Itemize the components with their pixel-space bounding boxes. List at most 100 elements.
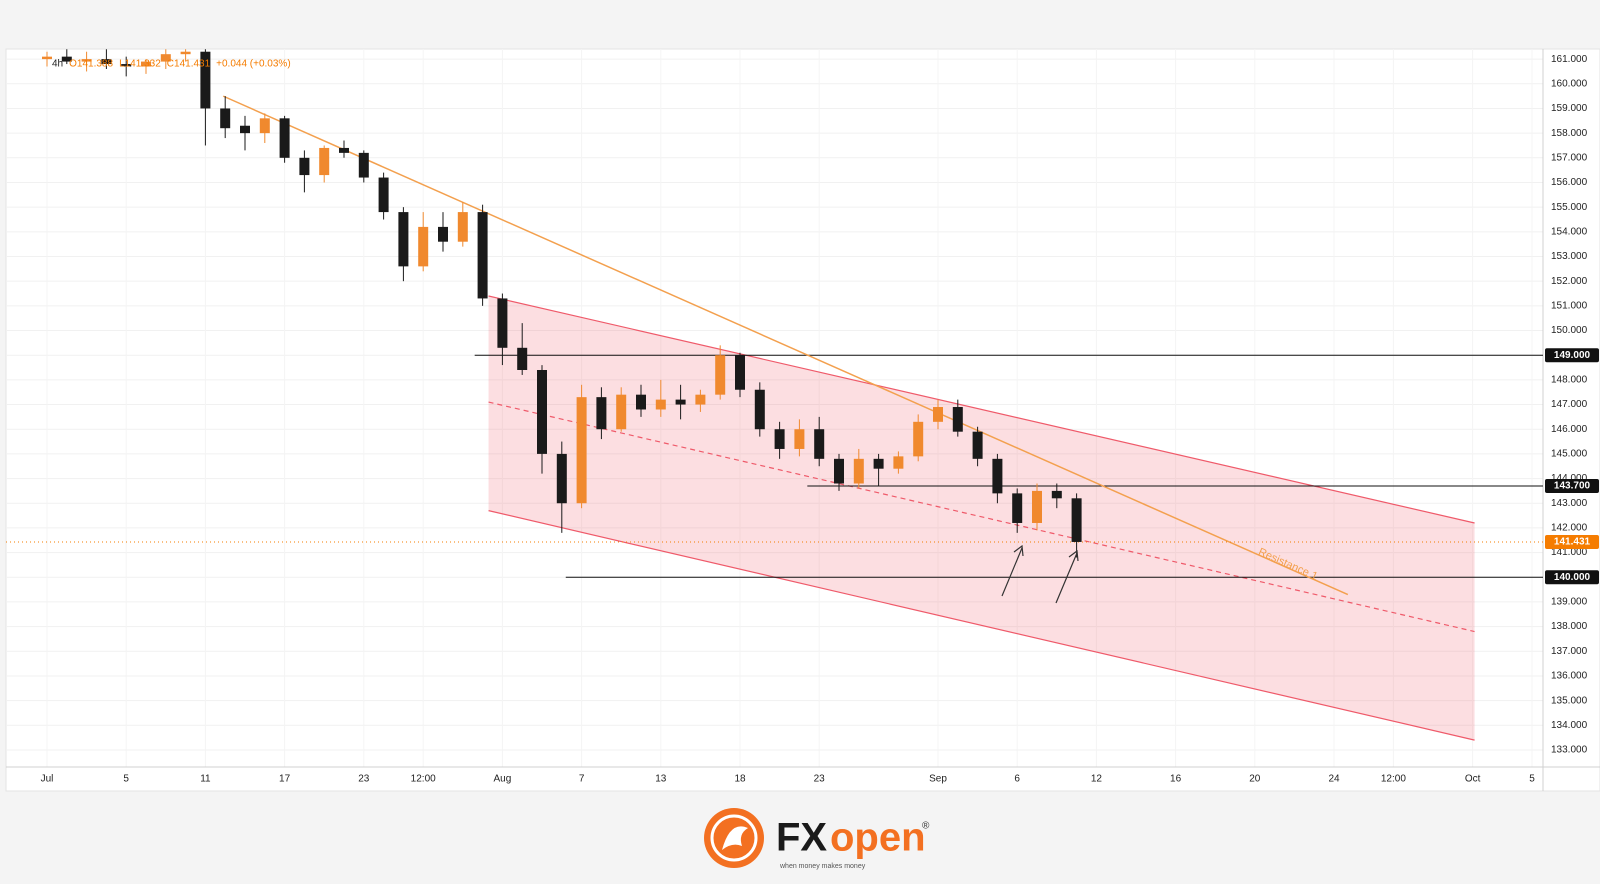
candle-body	[695, 394, 706, 405]
header-change: +0.044 (+0.03%)	[216, 59, 291, 70]
arrow-head	[1013, 544, 1024, 557]
candle-body	[220, 108, 231, 129]
logo-tagline: when money makes money	[779, 863, 866, 870]
candle-body	[972, 431, 983, 459]
channel-fill	[488, 295, 1475, 741]
arrow	[1055, 552, 1078, 604]
candle-body	[418, 226, 429, 267]
candle-body	[814, 429, 825, 459]
x-tick-label: Sep	[929, 774, 947, 785]
candle-body	[933, 407, 943, 422]
x-tick-label: 24	[1328, 774, 1340, 785]
price-box-label: 140.000	[1554, 572, 1591, 583]
y-tick-label: 134.000	[1551, 720, 1588, 731]
x-tick-label: 12:00	[1381, 774, 1406, 785]
y-tick-label: 147.000	[1551, 399, 1588, 410]
x-tick-label: 12:00	[411, 774, 436, 785]
y-tick-label: 146.000	[1551, 424, 1588, 435]
candle-body	[754, 389, 765, 430]
y-tick-label: 137.000	[1551, 646, 1588, 657]
price-box	[1545, 570, 1599, 585]
logo-registered: ®	[922, 821, 930, 832]
y-tick-label: 152.000	[1551, 276, 1588, 287]
price-box-label: 141.431	[1554, 537, 1591, 548]
price-box	[1545, 348, 1599, 363]
x-tick-label: Jul	[41, 774, 54, 785]
header-interval: 4h	[52, 59, 63, 70]
candle-body	[457, 212, 468, 242]
x-tick-label: 23	[814, 774, 826, 785]
price-box	[1545, 478, 1599, 493]
candle-body	[180, 51, 191, 55]
y-tick-label: 148.000	[1551, 375, 1588, 386]
y-tick-label: 157.000	[1551, 152, 1588, 163]
x-tick-label: 17	[279, 774, 291, 785]
candle-body	[655, 399, 666, 410]
candle-body	[517, 347, 528, 371]
candle-body	[1051, 490, 1062, 499]
y-tick-label: 155.000	[1551, 202, 1588, 213]
candle-body	[101, 59, 112, 65]
arrow	[1001, 547, 1023, 597]
candle-body	[240, 125, 250, 134]
candle-body	[497, 298, 508, 348]
channel-lower	[488, 510, 1475, 741]
candle-body	[339, 147, 349, 153]
candle-body	[477, 212, 488, 299]
logo: FX open ® when money makes money	[704, 808, 930, 870]
x-tick-label: Aug	[494, 774, 512, 785]
channel-upper	[488, 295, 1475, 524]
candle-body	[992, 458, 1003, 494]
price-box-label: 149.000	[1554, 350, 1591, 361]
y-tick-label: 150.000	[1551, 325, 1588, 336]
candle-body	[438, 226, 448, 242]
candle-body	[596, 397, 607, 430]
candle-body	[715, 355, 726, 395]
x-tick-label: 23	[358, 774, 370, 785]
price-box-label: 143.700	[1554, 481, 1591, 492]
candle-body	[121, 64, 132, 67]
y-tick-label: 141.000	[1551, 547, 1588, 558]
arrows	[1001, 544, 1079, 604]
candle-body	[556, 453, 567, 504]
candle-body	[141, 61, 151, 67]
candle-body	[735, 355, 745, 390]
y-tick-label: 153.000	[1551, 251, 1588, 262]
candle-body	[794, 429, 805, 449]
x-tick-label: Oct	[1465, 774, 1481, 785]
y-tick-label: 160.000	[1551, 78, 1588, 89]
header-low: L141.332	[119, 59, 161, 70]
x-tick-label: 6	[1014, 774, 1020, 785]
candle-body	[319, 147, 330, 176]
y-tick-label: 138.000	[1551, 621, 1588, 632]
candle-body	[160, 54, 171, 62]
y-tick-label: 135.000	[1551, 695, 1588, 706]
candle-body	[675, 399, 686, 405]
y-tick-label: 159.000	[1551, 103, 1588, 114]
x-tick-label: 12	[1091, 774, 1103, 785]
y-tick-label: 154.000	[1551, 226, 1588, 237]
logo-fx: FX	[776, 816, 827, 860]
x-tick-label: 5	[1529, 774, 1535, 785]
candle-body	[358, 152, 369, 178]
channel-middle	[488, 401, 1475, 633]
y-tick-label: 158.000	[1551, 128, 1588, 139]
candle-body	[1071, 498, 1082, 542]
candle-body	[259, 118, 270, 134]
y-tick-label: 151.000	[1551, 300, 1588, 311]
candle-body	[299, 157, 310, 176]
x-tick-label: 16	[1170, 774, 1182, 785]
plot: 133.000 134.000 135.000 136.000 137.000 138.0…	[6, 49, 1600, 791]
y-tick-label: 143.000	[1551, 498, 1588, 509]
x-tick-label: 5	[123, 774, 129, 785]
candle-body	[81, 59, 92, 62]
candle-body	[537, 370, 547, 454]
candle-body	[279, 118, 290, 158]
candle-body	[1012, 493, 1023, 523]
logo-icon-ring	[710, 814, 758, 862]
logo-open: open	[830, 816, 926, 860]
x-tick-label: 11	[200, 774, 211, 785]
x-tick-label: 20	[1249, 774, 1261, 785]
y-tick-label: 139.000	[1551, 597, 1588, 608]
candle-body	[378, 177, 389, 213]
